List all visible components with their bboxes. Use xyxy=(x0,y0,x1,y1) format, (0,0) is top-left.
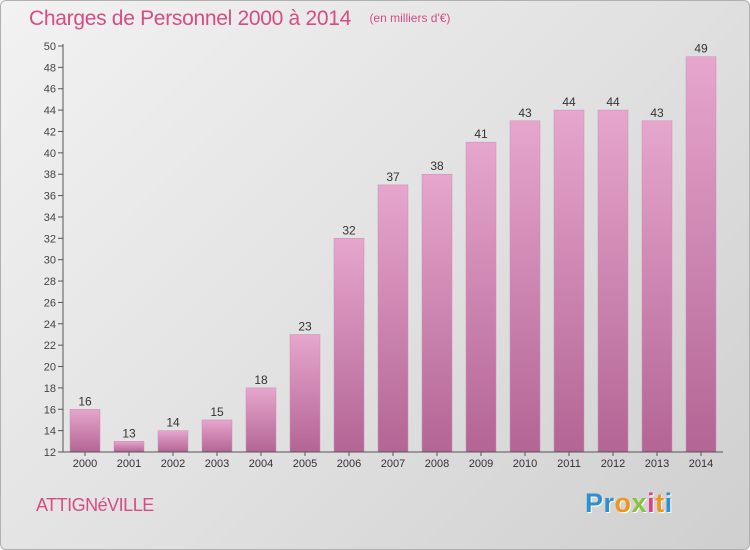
x-tick-label: 2002 xyxy=(161,458,185,470)
bar xyxy=(377,184,409,453)
logo-letter: r xyxy=(603,488,615,518)
bar-value-label: 32 xyxy=(342,223,356,237)
y-tick-label: 22 xyxy=(44,340,56,352)
bar-value-label: 38 xyxy=(430,159,444,173)
bars: 16 13 14 15 18 23 32 37 38 41 43 44 44 43 49 xyxy=(69,42,717,453)
logo-letter: i xyxy=(664,488,673,518)
y-tick-label: 30 xyxy=(44,255,56,267)
y-axis: 12 14 16 18 20 22 24 26 28 30 32 34 36 38 40 42 44 46 48 50 xyxy=(44,41,64,459)
bar-value-label: 44 xyxy=(562,95,576,109)
bar-value-label: 23 xyxy=(298,319,312,333)
x-axis: 2000 2001 2002 2003 2004 2005 2006 2007 2008 2009… xyxy=(63,451,723,470)
y-tick-label: 38 xyxy=(44,169,56,181)
bar xyxy=(113,441,145,453)
bar-value-label: 37 xyxy=(386,170,400,184)
bar xyxy=(289,334,321,453)
bar xyxy=(69,409,101,453)
logo-letter: x xyxy=(631,488,648,518)
y-tick-label: 44 xyxy=(44,105,56,117)
logo-letter: P xyxy=(585,488,604,518)
bar-value-label: 13 xyxy=(122,426,136,440)
y-tick-label: 20 xyxy=(44,362,56,374)
y-tick-label: 26 xyxy=(44,297,56,309)
x-tick-label: 2010 xyxy=(513,458,537,470)
y-tick-label: 46 xyxy=(44,84,56,96)
bar xyxy=(509,120,541,453)
commune-name: ATTIGNéVILLE xyxy=(36,495,154,515)
y-tick-label: 34 xyxy=(44,212,56,224)
bar-value-label: 14 xyxy=(166,416,180,430)
x-tick-label: 2011 xyxy=(557,458,581,470)
bar-value-label: 44 xyxy=(606,95,620,109)
x-tick-label: 2001 xyxy=(117,458,141,470)
bar-value-label: 43 xyxy=(650,106,664,120)
x-tick-label: 2009 xyxy=(469,458,493,470)
x-tick-label: 2005 xyxy=(293,458,317,470)
bar xyxy=(685,56,717,453)
y-tick-label: 12 xyxy=(44,447,56,459)
proxiti-logo: Proxiti xyxy=(585,488,673,519)
y-tick-label: 40 xyxy=(44,148,56,160)
y-tick-label: 48 xyxy=(44,62,56,74)
y-tick-label: 50 xyxy=(44,41,56,53)
x-tick-label: 2003 xyxy=(205,458,229,470)
bar xyxy=(157,430,189,453)
logo-letter: i xyxy=(647,488,656,518)
x-tick-label: 2006 xyxy=(337,458,361,470)
x-tick-label: 2012 xyxy=(601,458,625,470)
x-tick-label: 2007 xyxy=(381,458,405,470)
bar xyxy=(245,387,277,453)
y-tick-label: 36 xyxy=(44,191,56,203)
y-tick-label: 16 xyxy=(44,404,56,416)
x-tick-label: 2014 xyxy=(689,458,713,470)
bar-value-label: 43 xyxy=(518,106,532,120)
logo-letter: o xyxy=(614,488,632,518)
bar xyxy=(333,238,365,453)
bar-value-label: 18 xyxy=(254,373,268,387)
bar xyxy=(641,120,673,453)
logo-letter: t xyxy=(655,488,665,518)
bar xyxy=(201,419,233,453)
y-tick-label: 18 xyxy=(44,383,56,395)
bar-value-label: 49 xyxy=(694,42,708,56)
chart-title: Charges de Personnel 2000 à 2014 xyxy=(29,7,351,30)
y-tick-label: 14 xyxy=(44,426,56,438)
x-tick-label: 2000 xyxy=(73,458,97,470)
chart-header: Charges de Personnel 2000 à 2014 (en mil… xyxy=(29,7,450,31)
y-tick-label: 42 xyxy=(44,126,56,138)
x-tick-label: 2013 xyxy=(645,458,669,470)
bar-value-label: 16 xyxy=(78,394,92,408)
y-tick-label: 32 xyxy=(44,233,56,245)
bar xyxy=(553,109,585,453)
x-tick-label: 2008 xyxy=(425,458,449,470)
bar xyxy=(465,141,497,453)
chart-subtitle: (en milliers d'€) xyxy=(369,11,451,25)
x-tick-label: 2004 xyxy=(249,458,273,470)
bar-value-label: 41 xyxy=(474,127,488,141)
y-tick-label: 28 xyxy=(44,276,56,288)
bar-value-label: 15 xyxy=(210,405,224,419)
bar xyxy=(421,173,453,453)
bar xyxy=(597,109,629,453)
y-tick-label: 24 xyxy=(44,319,56,331)
